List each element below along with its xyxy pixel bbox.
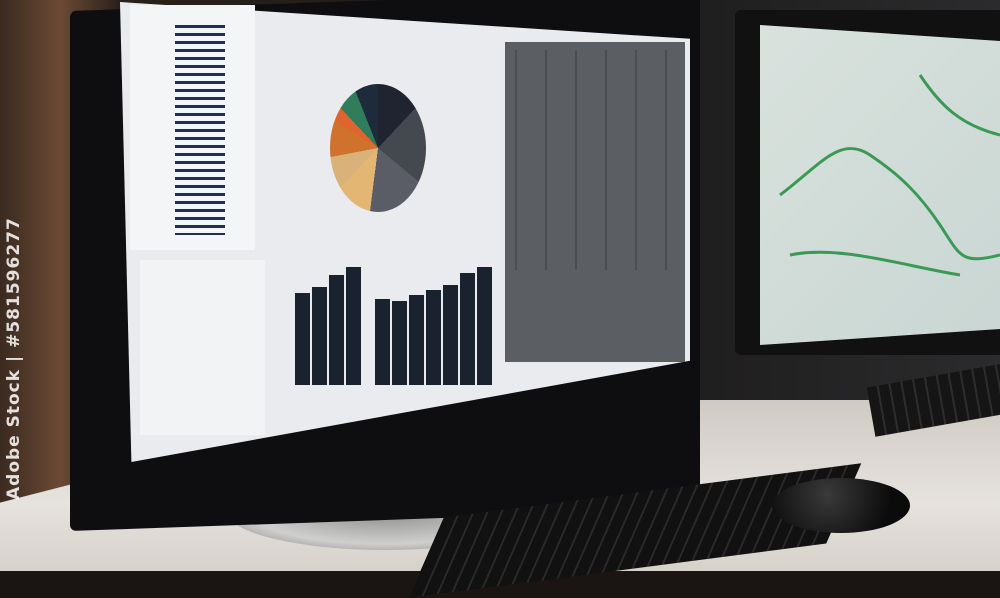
horizontal-bar-list <box>175 25 225 235</box>
bar <box>312 287 327 385</box>
bar-chart <box>285 245 492 385</box>
bar <box>460 273 475 385</box>
map-screen <box>760 25 1000 345</box>
pie-chart <box>330 84 426 212</box>
data-table-columns <box>515 50 680 270</box>
bar <box>329 275 344 385</box>
bar <box>375 299 390 385</box>
bottom-left-panel <box>140 260 265 435</box>
bar <box>392 301 407 385</box>
bar <box>295 293 310 385</box>
bar <box>443 285 458 385</box>
mouse <box>772 478 910 533</box>
bar <box>426 290 441 385</box>
bar <box>477 267 492 385</box>
bar <box>346 267 361 385</box>
map-rivers <box>779 74 1000 277</box>
watermark: Adobe Stock | #581596277 <box>4 217 24 500</box>
bar <box>409 295 424 385</box>
